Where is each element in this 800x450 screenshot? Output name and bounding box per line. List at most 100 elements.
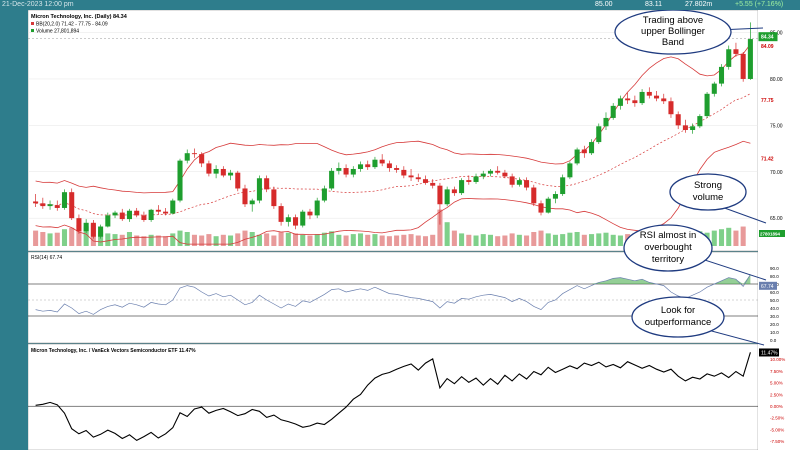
- candle: [422, 175, 429, 185]
- candle-body: [632, 100, 638, 104]
- candle-body: [235, 172, 241, 189]
- candle-body: [365, 164, 371, 168]
- stat-high: 85.00: [595, 1, 613, 8]
- volume-bar: [264, 233, 270, 246]
- volume-bar: [235, 233, 241, 246]
- candle-body: [466, 180, 472, 182]
- volume-legend-swatch: [31, 29, 34, 32]
- candle: [480, 170, 486, 180]
- ratio-line: [35, 352, 751, 442]
- volume-bar: [581, 234, 587, 246]
- candle-body: [293, 217, 299, 226]
- candle: [682, 119, 688, 133]
- volume-bar: [610, 234, 616, 246]
- rsi-marker-bg: [759, 281, 777, 290]
- candle-body: [654, 95, 660, 99]
- candle-body: [487, 170, 493, 174]
- candle: [589, 139, 595, 156]
- candle-body: [141, 215, 147, 221]
- volume-bar: [430, 234, 436, 246]
- candle: [300, 209, 306, 228]
- volume-bar: [163, 236, 169, 246]
- candle: [394, 165, 400, 173]
- candle-body: [726, 49, 732, 67]
- candle: [704, 91, 710, 118]
- candle-body: [336, 168, 342, 171]
- volume-bar: [148, 234, 154, 246]
- candle: [733, 42, 739, 57]
- candle-body: [480, 173, 486, 177]
- ratio-tick-label: -7.50%: [770, 439, 784, 444]
- rsi-panel: [28, 251, 759, 344]
- candle: [596, 123, 602, 144]
- candle: [163, 207, 169, 216]
- volume-bar: [473, 235, 479, 246]
- candle: [90, 220, 96, 239]
- candle: [603, 112, 609, 130]
- candle: [574, 147, 580, 166]
- bb-legend-swatch: [31, 22, 34, 25]
- callout-bollinger-line2: upper Bollinger: [641, 26, 705, 37]
- candle: [495, 166, 501, 175]
- candle: [625, 92, 631, 105]
- callout-volume-line2: volume: [693, 192, 724, 203]
- ratio-tick-label: -5.00%: [770, 427, 784, 432]
- candle: [213, 165, 219, 179]
- callout-outperformance-line2: outperformance: [645, 317, 712, 328]
- chart-svg: 85.0080.0075.0070.0065.0050.0m25.0m84.34…: [28, 10, 800, 450]
- volume-bar: [617, 235, 623, 246]
- price-tick-label: 80.00: [770, 77, 783, 83]
- rsi-tick-label: 40.0: [770, 306, 779, 311]
- candle: [69, 188, 75, 221]
- candle: [321, 185, 327, 203]
- candle: [61, 189, 68, 210]
- ratio-tick-label: -2.50%: [770, 416, 784, 421]
- candle-body: [220, 168, 226, 176]
- candle-body: [675, 114, 681, 126]
- candle-body: [394, 168, 400, 170]
- candle-body: [47, 204, 53, 207]
- volume-bar: [487, 234, 493, 246]
- candle: [191, 148, 197, 158]
- marker-upper: 84.09: [761, 44, 774, 50]
- volume-bar: [394, 235, 400, 246]
- candle-body: [307, 211, 313, 216]
- volume-bar: [69, 227, 75, 246]
- marker-last-bg: [758, 32, 778, 42]
- candle: [47, 200, 53, 210]
- callout-rsi-line3: territory: [652, 254, 684, 265]
- volume-bar: [379, 235, 385, 246]
- callout-outperformance-line1: Look for: [661, 305, 695, 316]
- candle: [632, 95, 638, 107]
- candle-body: [473, 176, 479, 182]
- candle-body: [690, 126, 696, 130]
- volume-bar: [141, 236, 147, 246]
- volume-bar: [552, 234, 558, 246]
- volume-bar: [343, 235, 349, 246]
- candle-body: [285, 217, 291, 222]
- candle-body: [408, 175, 414, 178]
- volume-bar: [560, 234, 566, 246]
- candle: [83, 219, 89, 234]
- callout-outperformance: Look for outperformance: [631, 296, 765, 346]
- bb-legend: BB(20,2.0) 71.42 - 77.75 - 84.09: [36, 22, 108, 28]
- volume-bar: [459, 233, 465, 246]
- marker-mid: 77.75: [761, 98, 774, 104]
- rsi-tick-label: 0.0: [770, 338, 777, 343]
- marker-volume: 27801894: [760, 232, 781, 237]
- volume-bar: [726, 227, 732, 246]
- candle: [473, 173, 479, 184]
- candle: [675, 111, 681, 130]
- candle: [654, 91, 660, 102]
- volume-bar: [47, 233, 53, 246]
- volume-bar: [213, 236, 219, 246]
- callout-volume: Strong volume: [669, 173, 767, 224]
- volume-bar: [300, 234, 306, 246]
- volume-bar: [293, 233, 299, 246]
- bollinger-lower-line: [35, 140, 751, 245]
- ratio-marker-bg: [759, 348, 779, 357]
- volume-bar: [321, 232, 327, 246]
- candle: [617, 95, 623, 110]
- volume-bar: [191, 234, 197, 246]
- volume-bar: [516, 234, 522, 246]
